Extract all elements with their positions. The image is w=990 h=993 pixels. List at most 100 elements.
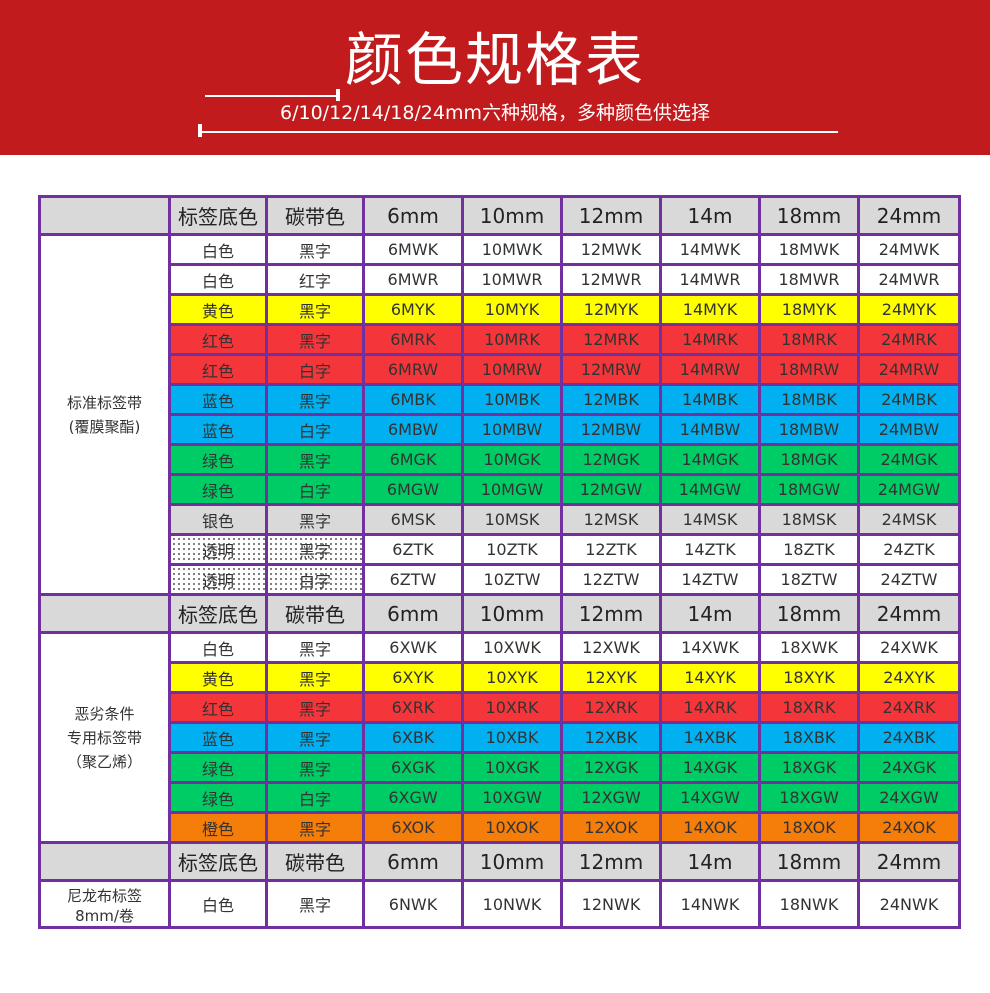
- column-header: 14m: [659, 593, 761, 634]
- product-code: 6MWK: [362, 233, 464, 266]
- product-code: 6MRK: [362, 323, 464, 356]
- category-label: 标准标签带 (覆膜聚酯): [38, 233, 171, 596]
- product-code: 6XGK: [362, 751, 464, 784]
- ribbon-color: 白字: [265, 781, 365, 814]
- column-header: 24mm: [857, 841, 961, 882]
- product-code: 10XWK: [461, 631, 563, 664]
- ribbon-color: 白字: [265, 563, 365, 596]
- product-code: 12MYK: [560, 293, 662, 326]
- product-code: 10MGW: [461, 473, 563, 506]
- category-label-line: 恶劣条件: [74, 704, 135, 723]
- column-header: 10mm: [461, 841, 563, 882]
- column-header: 6mm: [362, 841, 464, 882]
- product-code: 10XGW: [461, 781, 563, 814]
- decorative-tick-bottom: [198, 124, 202, 137]
- column-header: 12mm: [560, 841, 662, 882]
- label-base-color: 黄色: [168, 661, 268, 694]
- product-code: 24XGW: [857, 781, 961, 814]
- product-code: 12ZTW: [560, 563, 662, 596]
- ribbon-color: 黑字: [265, 383, 365, 416]
- product-code: 24XRK: [857, 691, 961, 724]
- column-header: 10mm: [461, 593, 563, 634]
- decorative-line-bottom: [198, 131, 838, 133]
- product-code: 14MBW: [659, 413, 761, 446]
- page-subtitle: 6/10/12/14/18/24mm六种规格，多种颜色供选择: [280, 102, 710, 124]
- label-base-color: 绿色: [168, 781, 268, 814]
- label-base-color: 白色: [168, 233, 268, 266]
- product-code: 6XBK: [362, 721, 464, 754]
- product-code: 6MBK: [362, 383, 464, 416]
- column-header: 碳带色: [265, 593, 365, 634]
- ribbon-color: 白字: [265, 473, 365, 506]
- label-base-color: 透明: [168, 533, 268, 566]
- ribbon-color: 黑字: [265, 533, 365, 566]
- product-code: 12MGW: [560, 473, 662, 506]
- product-code: 6ZTK: [362, 533, 464, 566]
- table-row: 黄色 黑字 6XYK 10XYK 12XYK 14XYK 18XYK 24XYK: [40, 661, 961, 694]
- product-code: 18XOK: [758, 811, 860, 844]
- table-row: 蓝色 黑字 6MBK 10MBK 12MBK 14MBK 18MBK 24MBK: [40, 383, 961, 416]
- product-code: 10MBK: [461, 383, 563, 416]
- product-code: 14MSK: [659, 503, 761, 536]
- product-code: 14MWR: [659, 263, 761, 296]
- product-code: 12MRK: [560, 323, 662, 356]
- ribbon-color: 黑字: [265, 811, 365, 844]
- product-code: 6NWK: [362, 879, 464, 929]
- table-header-row: 标签底色 碳带色 6mm 10mm 12mm 14m 18mm 24mm: [38, 593, 961, 634]
- product-code: 12MWK: [560, 233, 662, 266]
- category-label: 恶劣条件专用标签带 （聚乙烯）: [38, 631, 171, 844]
- ribbon-color: 黑字: [265, 233, 365, 266]
- table-row: 蓝色 黑字 6XBK 10XBK 12XBK 14XBK 18XBK 24XBK: [40, 721, 961, 754]
- decorative-tick-top: [336, 89, 340, 101]
- category-label-line: 8mm/卷: [75, 907, 134, 925]
- product-code: 24XOK: [857, 811, 961, 844]
- product-code: 14XGW: [659, 781, 761, 814]
- table-row: 橙色 黑字 6XOK 10XOK 12XOK 14XOK 18XOK 24XOK: [40, 811, 961, 844]
- label-base-color: 透明: [168, 563, 268, 596]
- ribbon-color: 黑字: [265, 503, 365, 536]
- table-row: 黄色 黑字 6MYK 10MYK 12MYK 14MYK 18MYK 24MYK: [40, 293, 961, 326]
- product-code: 24XYK: [857, 661, 961, 694]
- column-header: 标签底色: [168, 195, 268, 236]
- category-label-line: 标准标签带: [66, 393, 142, 412]
- ribbon-color: 黑字: [265, 443, 365, 476]
- label-base-color: 绿色: [168, 751, 268, 784]
- product-code: 18MYK: [758, 293, 860, 326]
- product-code: 18XWK: [758, 631, 860, 664]
- product-code: 14MRK: [659, 323, 761, 356]
- table-row: 银色 黑字 6MSK 10MSK 12MSK 14MSK 18MSK 24MSK: [40, 503, 961, 536]
- product-code: 6XYK: [362, 661, 464, 694]
- product-code: 10MWR: [461, 263, 563, 296]
- table-row: 透明 白字 6ZTW 10ZTW 12ZTW 14ZTW 18ZTW 24ZTW: [40, 563, 961, 596]
- product-code: 18MSK: [758, 503, 860, 536]
- ribbon-color: 白字: [265, 353, 365, 386]
- column-header: 18mm: [758, 841, 860, 882]
- category-label-line: (覆膜聚酯): [68, 417, 141, 436]
- column-header: 24mm: [857, 593, 961, 634]
- product-code: 24MGW: [857, 473, 961, 506]
- column-header: 18mm: [758, 195, 860, 236]
- product-code: 24MWR: [857, 263, 961, 296]
- category-label: 尼龙布标签 8mm/卷: [38, 879, 171, 929]
- ribbon-color: 黑字: [265, 879, 365, 929]
- column-header: 14m: [659, 195, 761, 236]
- category-label-line: 专用标签带: [66, 728, 142, 747]
- page-title: 颜色规格表: [344, 26, 645, 94]
- product-code: 14MBK: [659, 383, 761, 416]
- product-code: 14XOK: [659, 811, 761, 844]
- product-code: 14NWK: [659, 879, 761, 929]
- product-code: 18NWK: [758, 879, 860, 929]
- product-code: 12XRK: [560, 691, 662, 724]
- product-code: 6XRK: [362, 691, 464, 724]
- category-label-line: （聚乙烯）: [66, 752, 142, 771]
- label-base-color: 红色: [168, 691, 268, 724]
- ribbon-color: 黑字: [265, 751, 365, 784]
- product-code: 10XBK: [461, 721, 563, 754]
- product-code: 18MRK: [758, 323, 860, 356]
- product-code: 12XGK: [560, 751, 662, 784]
- product-code: 18MGK: [758, 443, 860, 476]
- label-base-color: 橙色: [168, 811, 268, 844]
- product-code: 12MSK: [560, 503, 662, 536]
- product-code: 24MYK: [857, 293, 961, 326]
- product-code: 18ZTW: [758, 563, 860, 596]
